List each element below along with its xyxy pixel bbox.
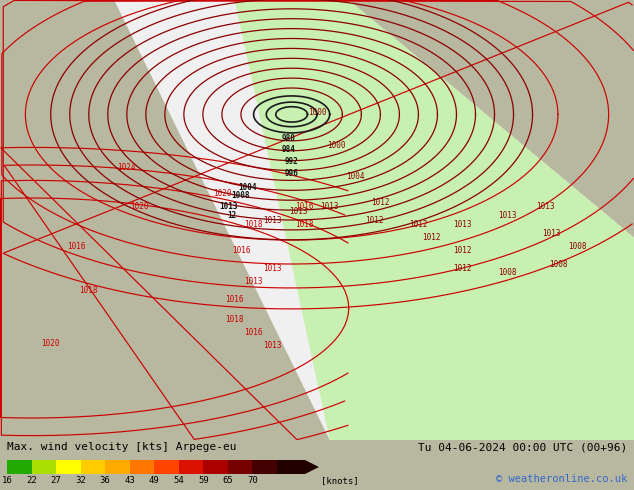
Text: 49: 49 [149, 476, 160, 485]
Text: 1018: 1018 [244, 220, 263, 229]
Text: 36: 36 [100, 476, 110, 485]
Text: Tu 04-06-2024 00:00 UTC (00+96): Tu 04-06-2024 00:00 UTC (00+96) [418, 442, 627, 452]
Text: 27: 27 [51, 476, 61, 485]
Text: 54: 54 [174, 476, 184, 485]
Text: 1016: 1016 [244, 328, 263, 337]
Text: 1016: 1016 [225, 294, 244, 304]
Text: 1013: 1013 [320, 202, 339, 211]
Text: 1024: 1024 [117, 163, 136, 172]
Bar [130, 460, 154, 474]
Text: 984: 984 [281, 145, 295, 154]
Text: 1012: 1012 [453, 264, 472, 273]
Text: 1018: 1018 [79, 286, 98, 295]
Text: 16: 16 [2, 476, 13, 485]
Bar [81, 460, 105, 474]
Text: 1013: 1013 [288, 207, 307, 216]
Text: 1013: 1013 [498, 211, 517, 220]
Text: 1004: 1004 [346, 172, 365, 180]
Text: 1020: 1020 [130, 202, 149, 211]
Bar [228, 460, 252, 474]
Text: 1013: 1013 [536, 202, 555, 211]
Text: 1013: 1013 [244, 277, 263, 286]
Text: 1008: 1008 [231, 191, 250, 200]
Bar [179, 460, 204, 474]
Text: 1012: 1012 [371, 198, 390, 207]
Text: 1012: 1012 [409, 220, 428, 229]
Text: 996: 996 [285, 169, 299, 178]
Text: 1012: 1012 [453, 246, 472, 255]
Bar [252, 460, 277, 474]
Text: 1013: 1013 [453, 220, 472, 229]
Text: 1008: 1008 [548, 260, 567, 269]
Text: 1013: 1013 [263, 264, 282, 273]
Text: 59: 59 [198, 476, 209, 485]
Text: 1018: 1018 [225, 315, 244, 323]
Text: 1000: 1000 [307, 108, 327, 117]
Text: 1013: 1013 [219, 202, 238, 211]
Text: 1020: 1020 [212, 189, 231, 198]
Text: 1000: 1000 [327, 141, 346, 150]
Text: © weatheronline.co.uk: © weatheronline.co.uk [496, 474, 627, 484]
Text: 992: 992 [285, 157, 299, 167]
Text: 1016: 1016 [295, 202, 314, 211]
Text: 1012: 1012 [365, 216, 384, 224]
Text: 1013: 1013 [263, 216, 282, 224]
Text: 1018: 1018 [295, 220, 314, 229]
Text: 43: 43 [124, 476, 135, 485]
Text: 980: 980 [281, 134, 295, 143]
Text: 1013: 1013 [542, 229, 561, 238]
Text: 12: 12 [227, 211, 236, 220]
Bar [56, 460, 81, 474]
Text: 1013: 1013 [263, 341, 282, 350]
Bar [154, 460, 179, 474]
Text: 1008: 1008 [567, 242, 586, 251]
Text: 65: 65 [223, 476, 233, 485]
Bar [105, 460, 130, 474]
Bar [7, 460, 32, 474]
Text: 1016: 1016 [231, 246, 250, 255]
Text: 1008: 1008 [498, 269, 517, 277]
FancyArrow shape [277, 460, 319, 474]
Text: 22: 22 [26, 476, 37, 485]
Polygon shape [114, 0, 634, 440]
Text: 1012: 1012 [422, 233, 441, 242]
Bar [204, 460, 228, 474]
Text: Max. wind velocity [kts] Arpege-eu: Max. wind velocity [kts] Arpege-eu [7, 442, 236, 452]
Bar [32, 460, 56, 474]
Text: 70: 70 [247, 476, 258, 485]
Polygon shape [235, 0, 634, 440]
Text: 1020: 1020 [41, 339, 60, 348]
Text: 32: 32 [75, 476, 86, 485]
Text: 1016: 1016 [67, 242, 86, 251]
Text: 1004: 1004 [238, 182, 257, 192]
Text: [knots]: [knots] [321, 476, 359, 485]
